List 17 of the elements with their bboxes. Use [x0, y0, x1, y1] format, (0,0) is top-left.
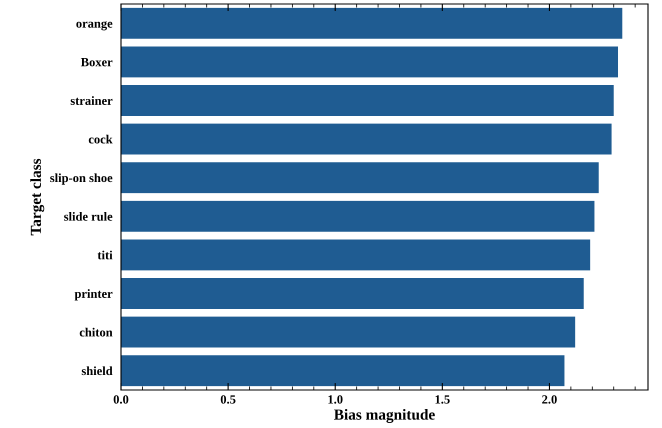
y-tick-label: strainer — [70, 96, 112, 105]
y-tick-label: orange — [76, 21, 112, 30]
y-tick-label: titi — [98, 250, 112, 260]
x-tick-label: 1.0 — [328, 395, 343, 404]
y-tick-label: slide rule — [64, 212, 112, 221]
y-tick-label: printer — [74, 289, 112, 300]
y-tick-label: chiton — [80, 328, 112, 337]
x-tick-label: 2.0 — [542, 395, 557, 404]
x-tick-label: 0.0 — [114, 395, 128, 404]
y-tick-label: Boxer — [80, 58, 112, 66]
x-tick-label: 1.5 — [436, 395, 450, 404]
y-tick-label: shield — [82, 366, 113, 376]
y-tick-label: cock — [88, 134, 113, 144]
y-axis-title: Target class — [30, 158, 44, 236]
x-axis-title: Bias magnitude — [334, 408, 435, 423]
x-tick-label: 0.5 — [220, 395, 236, 404]
y-tick-label: slip-on shoe — [50, 173, 112, 185]
